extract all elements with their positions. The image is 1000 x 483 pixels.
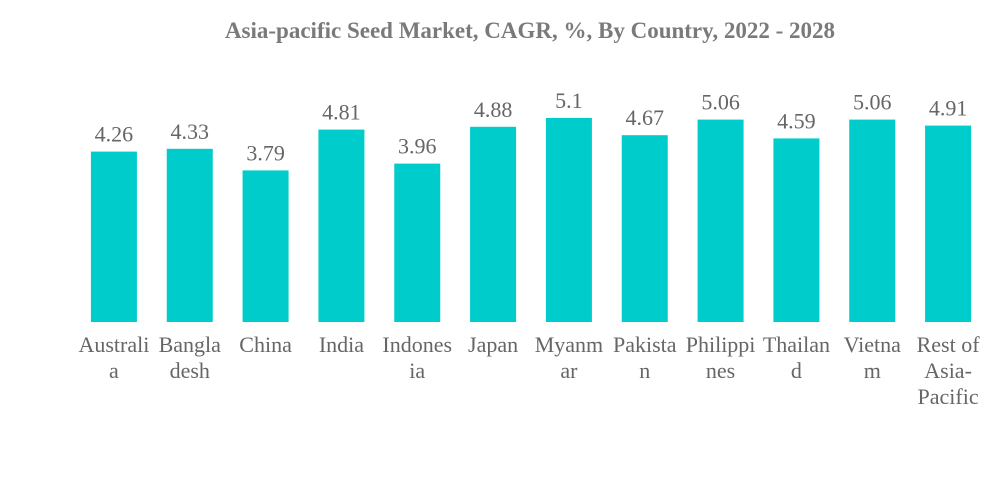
x-tick-label: Japan (468, 332, 518, 357)
x-tick-label: Rest of Asia-Pacific (917, 332, 981, 409)
x-tick-label: China (239, 332, 292, 357)
x-tick-label: Vietna m (844, 332, 902, 383)
data-label: 4.91 (929, 96, 968, 121)
bar (90, 151, 137, 322)
x-tick-label: Bangla desh (159, 332, 222, 383)
bar (394, 163, 441, 322)
x-tick-label: Pakista n (613, 332, 677, 383)
bar (925, 125, 972, 322)
x-tick-label: Indones ia (382, 332, 452, 383)
data-label: 5.06 (853, 90, 892, 115)
data-label: 5.06 (701, 90, 740, 115)
chart-title: Asia-pacific Seed Market, CAGR, %, By Co… (225, 18, 835, 43)
data-label: 5.1 (555, 88, 583, 113)
data-label: 4.33 (171, 119, 210, 144)
data-label: 3.96 (398, 134, 437, 159)
x-tick-label: India (319, 332, 364, 357)
bar (697, 119, 744, 322)
data-label: 4.81 (322, 100, 361, 125)
bar (470, 126, 517, 322)
bar (621, 135, 668, 322)
x-tick-label: Philippi nes (686, 332, 756, 383)
data-label: 3.79 (246, 140, 285, 165)
data-label: 4.26 (95, 122, 134, 147)
data-label: 4.88 (474, 97, 513, 122)
bar (773, 138, 820, 322)
data-label: 4.67 (626, 105, 665, 130)
x-tick-label: Australi a (78, 332, 149, 383)
bar (166, 148, 213, 322)
data-label: 4.59 (777, 108, 816, 133)
bar (242, 170, 289, 322)
bar (318, 129, 365, 322)
x-tick-label: Myanm ar (535, 332, 603, 383)
x-tick-label: Thailan d (763, 332, 830, 383)
bar (545, 118, 592, 322)
bar (849, 119, 896, 322)
